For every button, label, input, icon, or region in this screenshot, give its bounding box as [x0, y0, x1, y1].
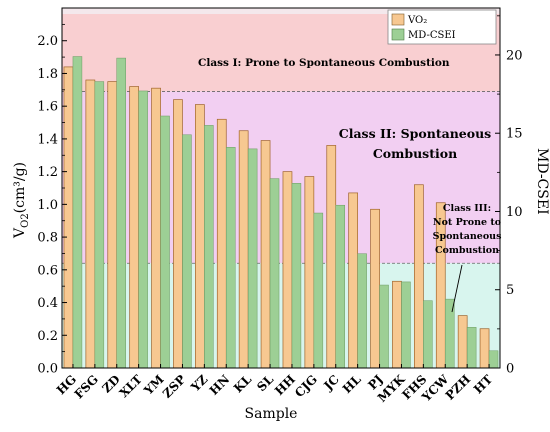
left-axis: 0.0 0.2 0.4 0.6 0.8 1.0 1.2 1.4 1.6 1.8 2.0	[37, 23, 67, 377]
category-label-hn: HN	[207, 372, 233, 398]
bar-md-csei-hn	[226, 147, 236, 369]
bars	[63, 56, 499, 369]
right-axis: 0 5 10 15 20	[495, 15, 523, 377]
bar-vo2-hg	[63, 66, 74, 369]
class-1-label: Class I: Prone to Spontaneous Combustion	[198, 57, 450, 69]
category-label-ht: HT	[471, 372, 495, 396]
bar-md-csei-pzh	[466, 327, 477, 369]
bar-md-csei-hg	[72, 56, 83, 369]
bar-md-csei-yz	[204, 125, 214, 369]
bar-md-csei-xlt	[138, 90, 148, 369]
category-label-jc: JC	[320, 372, 341, 393]
class-2-label-line-2: Combustion	[373, 146, 457, 161]
legend: VO₂ MD-CSEI	[387, 9, 497, 45]
legend-swatch-vo2	[391, 13, 405, 26]
bar-md-csei-fhs	[423, 300, 433, 369]
bar-vo2-hn	[216, 118, 227, 369]
left-tick-label: 0.2	[37, 329, 58, 344]
class-3-label-line: Class III:	[443, 203, 491, 214]
left-tick-label: 1.8	[37, 67, 58, 82]
category-label-hl: HL	[340, 372, 364, 396]
bar-vo2-hh	[282, 171, 293, 369]
class-3-label-line: Spontaneous	[433, 231, 502, 242]
left-axis-title: VO2(cm³/g)	[12, 162, 31, 239]
bar-md-csei-pj	[379, 284, 389, 369]
bar-vo2-pj	[370, 208, 380, 369]
left-tick-label: 1.2	[37, 165, 58, 180]
bar-md-csei-jc	[335, 204, 345, 369]
bar-vo2-kl	[238, 130, 249, 369]
x-axis-title: Sample	[245, 406, 298, 422]
bar-vo2-yz	[195, 104, 205, 369]
bar-vo2-ht	[479, 328, 490, 369]
bar-md-csei-sl	[269, 178, 280, 369]
bar-vo2-hl	[348, 192, 358, 369]
bar-md-csei-fsg	[94, 81, 105, 369]
bar-vo2-myk	[392, 280, 402, 369]
left-tick-label: 0.0	[37, 362, 58, 377]
category-label-kl: KL	[231, 372, 255, 396]
left-tick-label: 0.8	[37, 231, 58, 246]
left-tick-label: 1.4	[37, 132, 58, 147]
bar-md-csei-zsp	[182, 134, 192, 369]
bar-md-csei-ht	[488, 350, 499, 369]
bar-md-csei-hl	[357, 253, 367, 369]
bar-vo2-sl	[260, 140, 271, 369]
bar-vo2-zsp	[173, 99, 183, 369]
category-label-xlt: XLT	[117, 372, 145, 400]
right-tick-label: 5	[506, 283, 514, 298]
category-label-cjg: CJG	[292, 372, 320, 400]
left-tick-label: 1.0	[37, 198, 58, 213]
right-tick-label: 15	[506, 127, 523, 142]
left-tick-label: 1.6	[37, 100, 58, 115]
class-3-label-line: Combustion	[435, 245, 499, 256]
right-axis-title: MD-CSEI	[534, 148, 550, 215]
class-3-pointer	[451, 264, 463, 313]
bar-md-csei-cjg	[313, 212, 324, 369]
right-tick-label: 0	[506, 362, 514, 377]
legend-label-md-csei: MD-CSEI	[408, 30, 456, 41]
class-3-label-line: Not Prone to	[433, 217, 501, 228]
category-label-fsg: FSG	[72, 372, 101, 401]
category-label-pzh: PZH	[443, 372, 473, 402]
bar-md-csei-ym	[160, 115, 170, 369]
bar-vo2-fsg	[85, 79, 96, 369]
right-tick-label: 20	[506, 48, 523, 63]
bar-vo2-xlt	[129, 86, 140, 369]
right-tick-label: 10	[506, 205, 523, 220]
bar-vo2-cjg	[304, 176, 315, 369]
bar-vo2-ym	[151, 87, 161, 369]
legend-box	[387, 9, 497, 45]
bar-md-csei-hh	[291, 183, 302, 369]
bar-vo2-zd	[107, 81, 118, 369]
class-3-label: Class III: Not Prone to Spontaneous Combust…	[433, 203, 502, 313]
legend-label-vo2: VO₂	[407, 15, 427, 26]
bar-vo2-fhs	[414, 184, 424, 369]
region-class-3	[62, 263, 500, 368]
bar-md-csei-myk	[401, 281, 411, 369]
bar-vo2-jc	[326, 145, 337, 369]
top-band	[62, 8, 500, 14]
bar-vo2-pzh	[457, 315, 468, 369]
bar-md-csei-zd	[116, 57, 126, 369]
category-label-hh: HH	[272, 372, 298, 398]
legend-swatch-md-csei	[391, 28, 405, 41]
bar-md-csei-kl	[247, 148, 258, 369]
left-tick-label: 2.0	[37, 34, 58, 49]
category-label-zsp: ZSP	[160, 372, 189, 401]
category-label-yz: YZ	[188, 372, 211, 395]
left-tick-label: 0.6	[37, 263, 58, 278]
left-tick-label: 0.4	[37, 296, 58, 311]
category-label-sl: SL	[254, 372, 276, 394]
class-2-label-line-1: Class II: Spontaneous	[339, 126, 491, 141]
